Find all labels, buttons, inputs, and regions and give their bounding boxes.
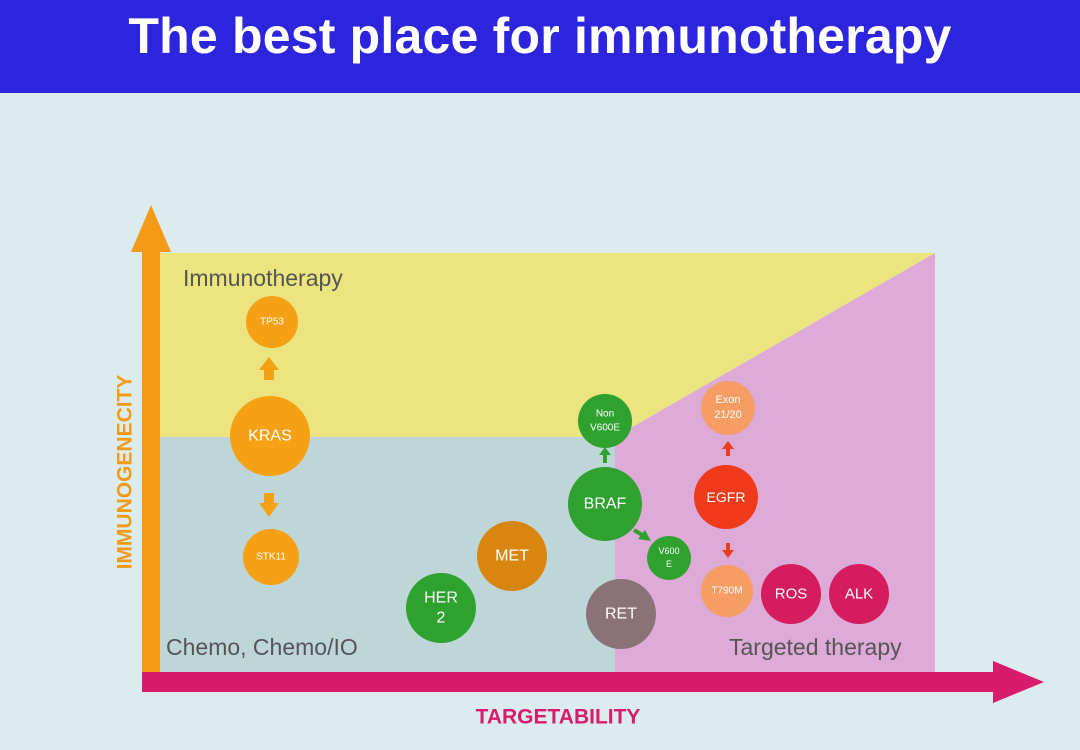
braf-diagonal-arrow: [632, 528, 651, 541]
node-braf: BRAF: [568, 467, 642, 541]
node-egfr: EGFR: [694, 465, 758, 529]
node-her2-label-1: HER: [424, 590, 458, 607]
node-non-v600e-label-1: Non: [596, 409, 614, 420]
y-axis-arrow: [131, 205, 171, 252]
y-axis-label: IMMUNOGENECITY: [114, 375, 137, 570]
node-t790m-label: T790M: [711, 586, 742, 597]
node-stk11: STK11: [243, 529, 299, 585]
y-axis-line: [142, 248, 160, 676]
node-met: MET: [477, 521, 547, 591]
node-exon-label-2: 21/20: [714, 409, 742, 421]
node-tp53-label: TP53: [260, 317, 284, 328]
kras-down-arrow: [259, 493, 279, 517]
node-ros-label: ROS: [775, 586, 808, 603]
node-met-label: MET: [495, 548, 529, 565]
node-exon-21-20: Exon 21/20: [701, 381, 755, 435]
zone-label-targeted: Targeted therapy: [729, 634, 902, 660]
node-stk11-label: STK11: [256, 552, 286, 563]
node-ret: RET: [586, 579, 656, 649]
node-t790m: T790M: [701, 565, 753, 617]
node-tp53: TP53: [246, 296, 298, 348]
node-her2: HER 2: [406, 573, 476, 643]
node-alk: ALK: [829, 564, 889, 624]
node-alk-label: ALK: [845, 586, 873, 603]
node-non-v600e: Non V600E: [578, 394, 632, 448]
kras-up-arrow: [259, 357, 279, 380]
zone-label-immunotherapy: Immunotherapy: [183, 265, 343, 291]
zone-label-chemo: Chemo, Chemo/IO: [166, 634, 358, 660]
node-egfr-label: EGFR: [707, 489, 746, 505]
x-axis-arrow: [993, 661, 1044, 703]
node-v600e: V600 E: [647, 536, 691, 580]
node-ret-label: RET: [605, 606, 637, 623]
slide-title: The best place for immunotherapy: [128, 8, 952, 64]
node-ros: ROS: [761, 564, 821, 624]
node-her2-label-2: 2: [437, 610, 446, 627]
node-braf-label: BRAF: [584, 496, 627, 513]
braf-up-arrow: [599, 447, 611, 463]
node-v600e-label-2: E: [666, 559, 672, 569]
egfr-down-arrow: [722, 543, 734, 558]
node-kras-label: KRAS: [248, 428, 292, 445]
node-non-v600e-label-2: V600E: [590, 423, 620, 434]
x-axis-line: [142, 672, 1002, 692]
node-kras: KRAS: [230, 396, 310, 476]
egfr-up-arrow: [722, 441, 734, 456]
x-axis-label: TARGETABILITY: [476, 706, 641, 729]
node-exon-label-1: Exon: [715, 394, 740, 406]
title-bar: [0, 0, 1080, 93]
zone-immunotherapy: [160, 253, 935, 437]
node-v600e-label-1: V600: [658, 546, 679, 556]
